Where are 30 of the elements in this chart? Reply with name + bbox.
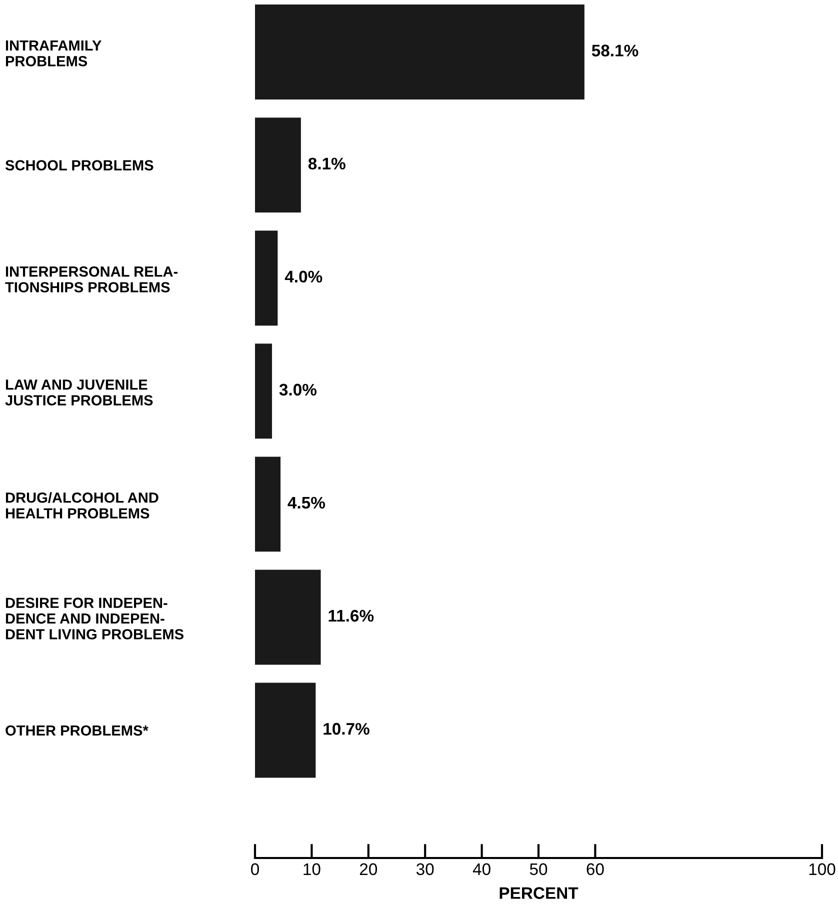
y-tick-label: DESIRE FOR INDEPEN- DENCE AND INDEPEN- DENT LIVING PROBLEMS (6, 598, 184, 640)
y-tick-label: SCHOOL PROBLEMS (5, 160, 154, 170)
data-label: 3.0% (279, 384, 317, 396)
x-tick-label: 100 (809, 863, 836, 876)
data-label: 58.1% (592, 44, 638, 56)
data-label: 10.7% (324, 722, 370, 735)
y-tick-label: OTHER PROBLEMS* (6, 725, 148, 736)
x-axis-title: PERCENT (500, 887, 578, 899)
y-tick-label: INTRAFAMILY PROBLEMS (6, 40, 102, 66)
bar (255, 118, 301, 213)
bar (255, 4, 584, 100)
x-tick-label: 50 (530, 863, 548, 876)
bar (255, 344, 272, 439)
x-tick-label: 10 (304, 863, 320, 876)
x-tick-label: 40 (472, 863, 490, 876)
data-label: 11.6% (328, 610, 374, 622)
bar (255, 570, 321, 665)
data-label: 8.1% (308, 158, 346, 170)
y-tick-label: DRUG/ALCOHOL AND HEALTH PROBLEMS (6, 492, 158, 519)
x-tick-label: 60 (586, 863, 604, 876)
x-tick-label: 0 (251, 863, 259, 876)
data-label: 4.0% (284, 270, 322, 283)
bar (255, 456, 281, 552)
bar (255, 230, 278, 326)
x-tick-label: 30 (416, 863, 434, 876)
bar (255, 682, 316, 778)
y-tick-label: LAW AND JUVENILE JUSTICE PROBLEMS (5, 380, 153, 406)
x-tick-label: 20 (360, 863, 378, 876)
data-label: 4.5% (288, 496, 326, 509)
y-tick-label: INTERPERSONAL RELA- TIONSHIPS PROBLEMS (5, 266, 178, 292)
